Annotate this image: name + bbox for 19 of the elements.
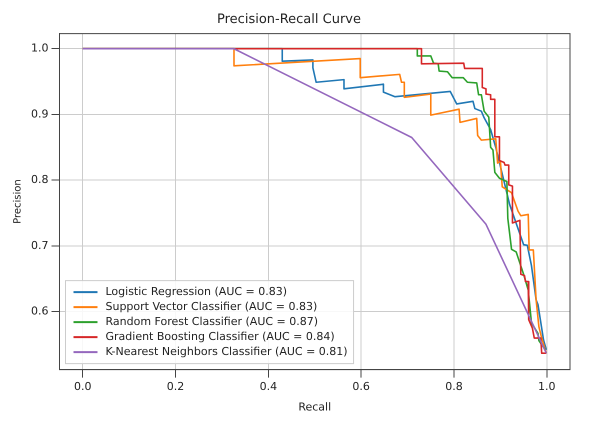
x-tick-label: 1.0: [538, 380, 556, 394]
x-tick-label: 0.0: [74, 380, 92, 394]
chart-title: Precision-Recall Curve: [217, 12, 361, 28]
legend-label: Random Forest Classifier (AUC = 0.87): [105, 314, 318, 328]
x-tick-label: 0.2: [166, 380, 184, 394]
x-tick-label: 0.6: [352, 380, 370, 394]
legend-label: Gradient Boosting Classifier (AUC = 0.84): [105, 330, 335, 343]
legend-label: Logistic Regression (AUC = 0.83): [105, 284, 288, 298]
y-axis-title: Precision: [12, 179, 24, 224]
y-tick-label: 1.0: [30, 42, 48, 55]
legend-label: K-Nearest Neighbors Classifier (AUC = 0.81): [105, 344, 348, 358]
legend-label: Support Vector Classifier (AUC = 0.83): [105, 300, 318, 313]
y-tick-label: 0.8: [30, 173, 48, 186]
x-tick-label: 0.4: [260, 380, 278, 394]
x-tick-label: 0.8: [445, 380, 463, 394]
y-tick-label: 0.7: [30, 238, 48, 252]
y-tick-label: 0.6: [30, 304, 48, 318]
x-axis-title: Recall: [298, 400, 332, 414]
y-tick-label: 0.9: [30, 107, 48, 120]
